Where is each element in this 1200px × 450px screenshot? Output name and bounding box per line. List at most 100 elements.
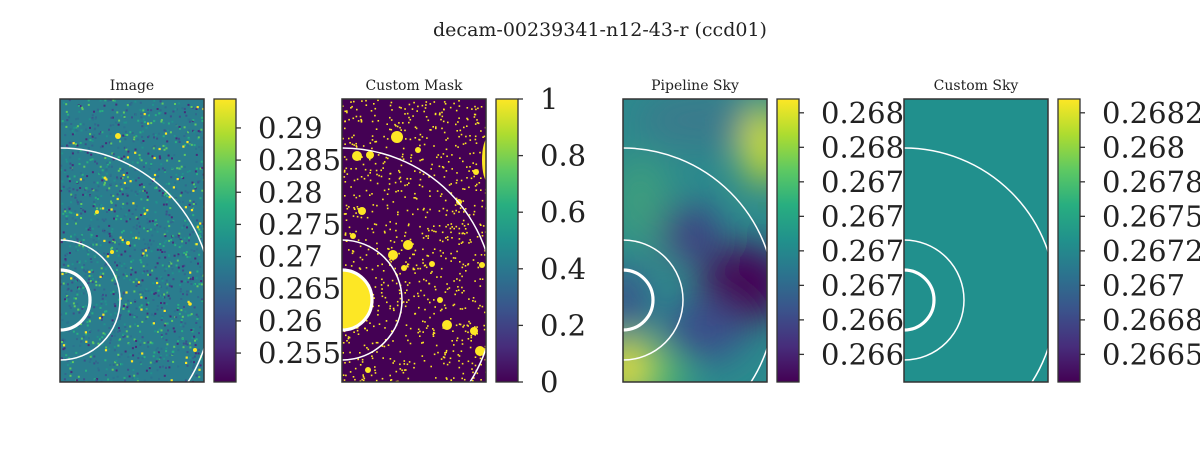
noise-pixel	[121, 231, 123, 234]
noise-pixel	[136, 217, 139, 220]
mask-speckle	[348, 226, 351, 229]
mask-speckle	[391, 330, 393, 332]
noise-pixel	[201, 299, 204, 302]
bright-pixel	[153, 156, 156, 160]
noise-pixel	[183, 107, 186, 110]
mask-speckle	[402, 158, 405, 160]
noise-pixel	[137, 283, 140, 285]
mask-speckle	[446, 288, 449, 290]
noise-pixel	[188, 236, 190, 239]
noise-pixel	[158, 377, 161, 380]
noise-pixel	[127, 310, 130, 313]
noise-pixel	[118, 329, 121, 332]
mask-speckle	[462, 200, 465, 202]
noise-pixel	[169, 131, 172, 134]
noise-pixel	[123, 291, 125, 294]
noise-pixel	[200, 273, 203, 276]
mask-speckle	[415, 127, 418, 130]
mask-speckle	[421, 342, 423, 344]
noise-pixel	[65, 300, 68, 303]
noise-pixel	[184, 379, 187, 382]
noise-pixel	[155, 360, 158, 363]
noise-pixel	[97, 237, 100, 240]
noise-pixel	[140, 141, 143, 144]
mask-speckle	[424, 216, 427, 219]
noise-pixel	[156, 347, 159, 349]
panel-custom-mask: Custom Mask 00.20.40.60.81	[341, 78, 586, 399]
noise-pixel	[95, 235, 98, 237]
noise-pixel	[167, 274, 170, 277]
noise-pixel	[123, 126, 126, 129]
noise-pixel	[172, 278, 175, 281]
noise-pixel	[154, 219, 157, 222]
mask-speckle	[445, 214, 448, 216]
mask-speckle	[427, 255, 430, 257]
mask-speckle	[375, 379, 378, 382]
mask-speckle	[346, 207, 349, 210]
noise-pixel	[180, 319, 183, 322]
noise-pixel	[153, 136, 155, 139]
noise-pixel	[145, 126, 148, 129]
noise-pixel	[73, 127, 76, 130]
mask-speckle	[432, 331, 435, 334]
noise-pixel	[104, 181, 106, 184]
mask-speckle	[385, 146, 388, 149]
noise-pixel	[170, 238, 173, 241]
noise-pixel	[142, 108, 145, 111]
noise-pixel	[159, 225, 162, 228]
noise-pixel	[140, 112, 142, 115]
noise-pixel	[181, 240, 184, 243]
mask-speckle	[456, 179, 458, 182]
mask-speckle	[417, 328, 420, 331]
noise-pixel	[198, 180, 201, 183]
figure-title: decam-00239341-n12-43-r (ccd01)	[433, 19, 767, 41]
noise-pixel	[158, 168, 161, 171]
noise-pixel	[199, 364, 202, 367]
noise-pixel	[64, 123, 67, 126]
noise-pixel	[177, 253, 180, 256]
mask-speckle	[400, 190, 403, 192]
noise-pixel	[142, 109, 145, 112]
mask-speckle	[389, 228, 391, 231]
mask-speckle	[389, 240, 392, 242]
noise-pixel	[171, 272, 174, 275]
mask-blob	[479, 262, 485, 268]
noise-pixel	[189, 314, 192, 317]
noise-pixel	[178, 270, 181, 273]
noise-pixel	[65, 103, 68, 106]
panel-frame	[341, 98, 487, 383]
bright-pixel	[192, 189, 195, 192]
noise-pixel	[100, 195, 103, 198]
mask-speckle	[453, 102, 455, 105]
mask-speckle	[381, 263, 383, 266]
noise-pixel	[65, 125, 68, 128]
noise-pixel	[129, 325, 132, 328]
mask-speckle	[398, 122, 400, 124]
bright-pixel	[110, 208, 113, 211]
noise-pixel	[150, 376, 153, 379]
mask-speckle	[451, 154, 453, 156]
mask-speckle	[378, 323, 381, 325]
mask-speckle	[406, 209, 409, 212]
mask-speckle	[348, 206, 350, 208]
noise-pixel	[124, 272, 127, 275]
noise-pixel	[184, 190, 187, 193]
mask-speckle	[441, 308, 443, 311]
noise-pixel	[139, 339, 142, 342]
noise-pixel	[112, 124, 115, 126]
mask-speckle	[477, 107, 479, 110]
mask-blob	[358, 207, 366, 215]
mask-speckle	[444, 307, 447, 309]
mask-speckle	[419, 144, 421, 147]
noise-pixel	[73, 297, 76, 300]
noise-pixel	[88, 320, 91, 323]
noise-pixel	[189, 346, 192, 349]
noise-pixel	[184, 310, 187, 313]
noise-pixel	[85, 138, 88, 141]
mask-speckle	[441, 240, 444, 243]
mask-speckle	[466, 231, 468, 234]
mask-speckle	[403, 363, 406, 365]
noise-pixel	[120, 188, 123, 191]
colorbar-ticks: 00.20.40.60.81	[518, 82, 586, 399]
